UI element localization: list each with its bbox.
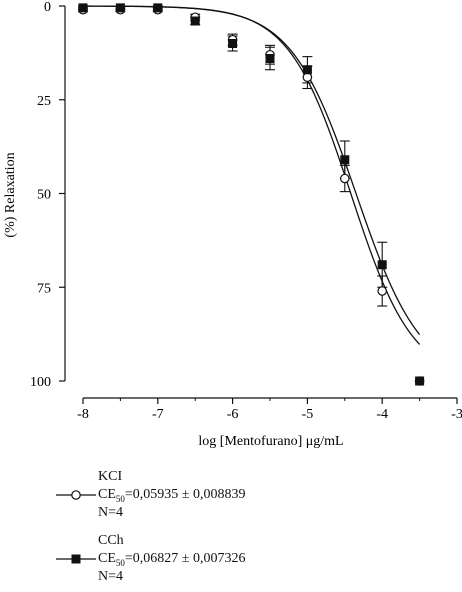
fit-curve-kcl [83, 5, 421, 345]
y-tick-label: 100 [30, 375, 51, 390]
point-cch [78, 3, 88, 13]
legend-n: N=4 [98, 505, 124, 520]
legend-series-name: KCI [98, 469, 123, 484]
point-cch [377, 260, 387, 270]
x-tick-label: -8 [77, 407, 89, 422]
point-cch [228, 39, 238, 48]
point-cch [415, 376, 425, 386]
x-tick-label: -4 [376, 407, 388, 422]
x-axis-label: log [Mentofurano] μg/mL [198, 434, 343, 449]
x-tick-label: -5 [302, 407, 314, 422]
point-cch [115, 3, 125, 13]
legend-ec50: CE50=0,06827 ± 0,007326 [98, 551, 246, 568]
y-tick-label: 50 [37, 188, 51, 203]
point-cch [340, 155, 350, 165]
point-kcl [302, 72, 313, 83]
legend-entry-cch: CCh CE50=0,06827 ± 0,007326 N=4 [56, 532, 456, 592]
x-tick-label: -3 [451, 407, 462, 422]
legend-ec50: CE50=0,05935 ± 0,008839 [98, 487, 246, 504]
point-cch [265, 54, 275, 63]
legend-n: N=4 [98, 569, 124, 584]
point-cch [190, 16, 200, 26]
open-circle-marker-icon [56, 490, 96, 500]
point-kcl [339, 173, 350, 184]
point-kcl [377, 286, 387, 296]
x-tick-label: -6 [227, 407, 239, 422]
axes: 0 25 50 75 100 -8 -7 -6 -5 -4 -3 [30, 0, 462, 422]
x-tick-label: -7 [152, 407, 164, 422]
filled-square-marker-icon [56, 554, 96, 564]
legend-series-name: CCh [98, 533, 124, 548]
y-tick-label: 75 [37, 281, 51, 296]
data-points [78, 3, 425, 386]
point-cch [302, 65, 312, 75]
y-tick-label: 25 [37, 94, 51, 109]
legend: KCI CE50=0,05935 ± 0,008839 N=4 CCh CE50… [56, 468, 456, 592]
legend-entry-kcl: KCI CE50=0,05935 ± 0,008839 N=4 [56, 468, 456, 528]
y-tick-label: 0 [44, 0, 51, 15]
point-cch [153, 3, 163, 13]
fit-curves [82, 5, 421, 345]
y-axis-label: (%) Relaxation [3, 152, 18, 237]
fit-curve-cch [82, 5, 421, 335]
